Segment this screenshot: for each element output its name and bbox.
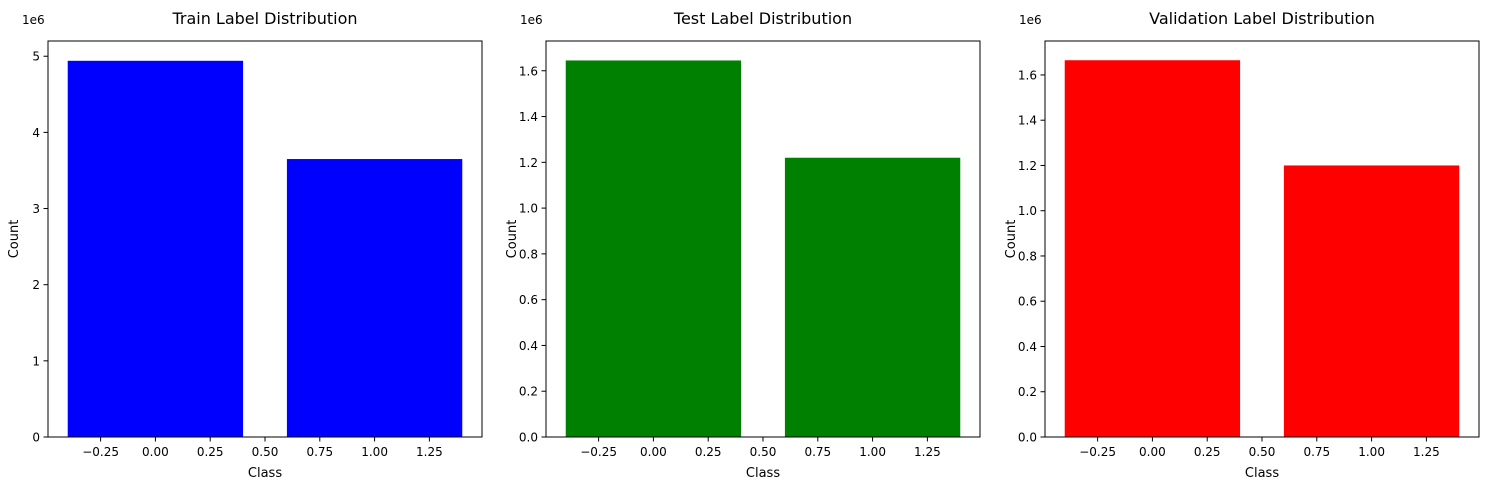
y-tick-label: 0.8 xyxy=(519,247,538,261)
y-tick-label: 0 xyxy=(32,431,40,445)
subplot-train: Train Label Distribution Class Count 1e6… xyxy=(7,9,483,481)
y-axis-label: Count xyxy=(1004,220,1019,259)
x-tick-label: 0.00 xyxy=(1139,445,1166,459)
x-tick-label: 1.25 xyxy=(416,445,443,459)
y-tick-label: 1.6 xyxy=(1018,68,1037,82)
y-tick-label: 0.4 xyxy=(519,339,538,353)
x-tick-label: 1.25 xyxy=(914,445,941,459)
x-tick-label: 0.25 xyxy=(1194,445,1221,459)
y-tick-label: 4 xyxy=(32,126,40,140)
bar-class-0 xyxy=(565,60,742,438)
y-tick-label: 0.2 xyxy=(519,385,538,399)
chart-title: Train Label Distribution xyxy=(171,9,357,28)
bar-class-1 xyxy=(1283,165,1460,437)
subplot-test: Test Label Distribution Class Count 1e6 … xyxy=(505,9,981,481)
y-tick-label: 0.0 xyxy=(1018,431,1037,445)
bar-class-1 xyxy=(286,159,463,438)
y-tick-label: 0.0 xyxy=(519,431,538,445)
y-tick-label: 1 xyxy=(32,354,40,368)
bar-class-0 xyxy=(67,60,244,438)
x-axis-label: Class xyxy=(1245,466,1279,481)
y-tick-label: 0.6 xyxy=(1018,295,1037,309)
y-tick-label: 3 xyxy=(32,202,40,216)
x-tick-label: 0.00 xyxy=(142,445,169,459)
y-offset-label: 1e6 xyxy=(520,13,543,27)
y-tick-label: 0.6 xyxy=(519,293,538,307)
bars xyxy=(1064,60,1460,438)
bar-class-0 xyxy=(1064,60,1241,438)
y-offset-label: 1e6 xyxy=(22,13,45,27)
x-tick-label: 0.25 xyxy=(695,445,722,459)
x-tick-label: 0.50 xyxy=(750,445,777,459)
chart-title: Test Label Distribution xyxy=(673,9,852,28)
bars xyxy=(67,60,463,438)
x-tick-label: 0.75 xyxy=(804,445,831,459)
chart-title: Validation Label Distribution xyxy=(1149,9,1375,28)
x-tick-label: −0.25 xyxy=(1079,445,1116,459)
y-tick-label: 1.2 xyxy=(1018,159,1037,173)
x-tick-label: 1.00 xyxy=(859,445,886,459)
x-tick-label: 0.25 xyxy=(197,445,224,459)
y-tick-label: 1.0 xyxy=(1018,204,1037,218)
x-tick-label: −0.25 xyxy=(580,445,617,459)
bar-class-1 xyxy=(784,157,961,438)
y-tick-label: 2 xyxy=(32,278,40,292)
y-tick-label: 1.4 xyxy=(519,110,538,124)
y-tick-label: 0.2 xyxy=(1018,385,1037,399)
y-tick-label: 5 xyxy=(32,50,40,64)
y-tick-label: 0.8 xyxy=(1018,249,1037,263)
x-tick-label: 0.50 xyxy=(1249,445,1276,459)
x-axis-label: Class xyxy=(746,466,780,481)
y-tick-label: 1.2 xyxy=(519,156,538,170)
x-tick-label: 1.25 xyxy=(1413,445,1440,459)
y-offset-label: 1e6 xyxy=(1019,13,1042,27)
x-tick-label: 0.50 xyxy=(252,445,279,459)
x-tick-label: 1.00 xyxy=(361,445,388,459)
bars xyxy=(565,60,961,438)
y-axis-label: Count xyxy=(505,220,520,259)
x-tick-label: 0.75 xyxy=(1303,445,1330,459)
y-tick-label: 1.6 xyxy=(519,64,538,78)
x-tick-label: −0.25 xyxy=(82,445,119,459)
x-tick-label: 1.00 xyxy=(1358,445,1385,459)
y-tick-label: 1.4 xyxy=(1018,114,1037,128)
y-tick-label: 1.0 xyxy=(519,202,538,216)
y-tick-label: 0.4 xyxy=(1018,340,1037,354)
subplot-validation: Validation Label Distribution Class Coun… xyxy=(1004,9,1480,481)
y-axis-label: Count xyxy=(7,220,22,259)
x-tick-label: 0.75 xyxy=(306,445,333,459)
x-axis-label: Class xyxy=(248,466,282,481)
x-tick-label: 0.00 xyxy=(640,445,667,459)
